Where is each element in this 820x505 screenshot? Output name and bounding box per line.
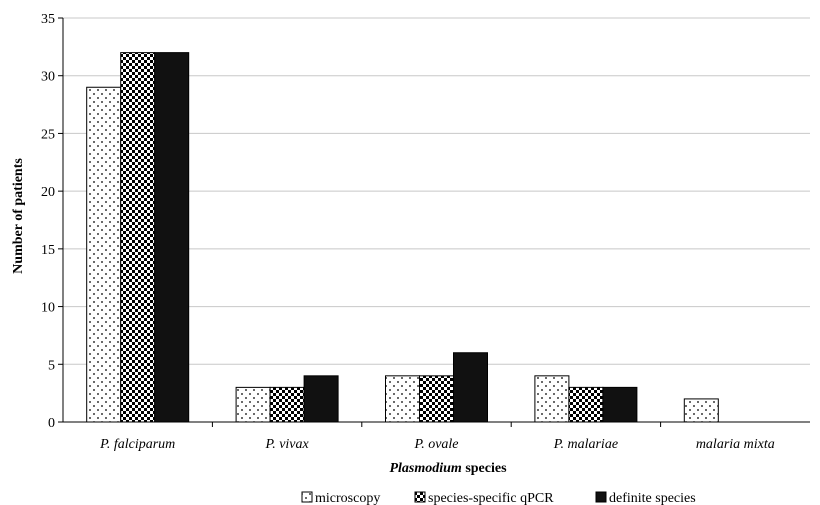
legend-label: microscopy xyxy=(315,491,380,505)
x-category-label: P. ovale xyxy=(413,437,458,452)
bar-definite-species xyxy=(602,386,638,423)
y-tick-label: 25 xyxy=(41,127,55,142)
bar-microscopy xyxy=(385,375,420,423)
y-tick-label: 10 xyxy=(41,301,55,316)
legend: microscopy species-specific qPCR definite … xyxy=(301,491,696,505)
bar-definite-species xyxy=(453,352,488,423)
bar-microscopy xyxy=(683,398,719,423)
y-axis-label: Number of patients xyxy=(11,158,26,274)
y-tick-label: 0 xyxy=(48,416,55,431)
bar-microscopy xyxy=(235,386,271,423)
y-tick-label: 5 xyxy=(48,358,55,373)
y-tick-label: 35 xyxy=(41,12,55,27)
tick-labels: 0 5 10 15 20 25 30 35 P. falciparum P. vivax P. ov… xyxy=(41,12,775,452)
bar-species-specific-qpcr xyxy=(568,386,604,423)
x-category-label: P. malariae xyxy=(553,437,618,452)
bar-definite-species xyxy=(154,52,190,423)
legend-label: species-specific qPCR xyxy=(428,491,554,505)
y-tick-label: 30 xyxy=(41,70,55,85)
bars xyxy=(86,52,719,423)
bar-species-specific-qpcr xyxy=(419,375,454,423)
y-tick-label: 15 xyxy=(41,243,55,258)
bar-species-specific-qpcr xyxy=(269,386,305,423)
x-category-label: malaria mixta xyxy=(696,437,775,452)
bar-microscopy xyxy=(534,375,570,423)
y-tick-label: 20 xyxy=(41,185,55,200)
x-axis-label-italic: Plasmodium xyxy=(389,461,461,476)
legend-label: definite species xyxy=(609,491,696,505)
x-category-label: P. falciparum xyxy=(99,437,175,452)
legend-swatch xyxy=(301,491,313,503)
x-axis-label: Plasmodium species xyxy=(389,461,507,476)
legend-swatch xyxy=(595,491,607,503)
legend-swatch xyxy=(414,491,426,503)
x-axis-label-rest: species xyxy=(462,461,507,476)
bar-microscopy xyxy=(86,86,122,423)
bar-definite-species xyxy=(303,375,339,423)
bar-species-specific-qpcr xyxy=(120,52,156,423)
x-category-label: P. vivax xyxy=(264,437,309,452)
